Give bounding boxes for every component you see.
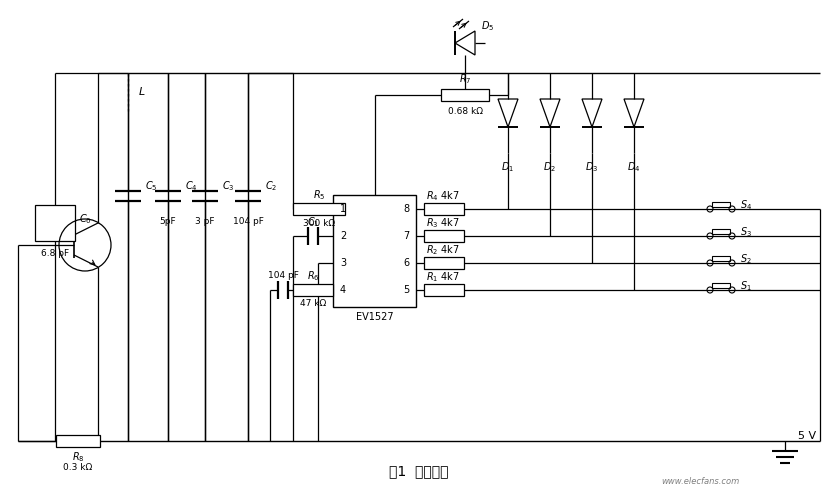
Text: $D_3$: $D_3$ [586,160,598,174]
Text: 104 pF: 104 pF [233,216,263,225]
Text: $C_5$: $C_5$ [145,179,158,193]
Bar [441,89,489,101]
Text: 104 pF: 104 pF [267,272,298,281]
Bar [333,195,416,307]
Text: 7: 7 [403,231,409,241]
Text: www.elecfans.com: www.elecfans.com [661,477,739,486]
Text: $R_3$ 4k7: $R_3$ 4k7 [426,216,460,230]
Text: $C_1$: $C_1$ [307,215,319,229]
Bar [35,205,75,241]
Text: L: L [139,87,145,97]
Text: $D_2$: $D_2$ [544,160,556,174]
Bar [424,203,464,215]
Text: 300 kΩ: 300 kΩ [303,218,335,227]
Bar [712,283,730,288]
Text: EV1527: EV1527 [355,312,393,322]
Bar [293,284,333,296]
Bar [424,230,464,242]
Text: $R_8$: $R_8$ [72,450,85,464]
Text: 图1  发射模块: 图1 发射模块 [389,464,449,478]
Text: 6.8 pF: 6.8 pF [41,248,69,257]
Bar [424,257,464,269]
Text: $S_3$: $S_3$ [740,225,752,239]
Text: $D_5$: $D_5$ [481,19,494,33]
Text: $S_1$: $S_1$ [740,279,752,293]
Text: $C_6$: $C_6$ [79,212,91,226]
Text: 3: 3 [340,258,346,268]
Text: $C_2$: $C_2$ [265,179,277,193]
Text: $S_2$: $S_2$ [740,252,752,266]
Bar [712,202,730,207]
Text: 0.3 kΩ: 0.3 kΩ [64,462,93,471]
Text: $R_4$ 4k7: $R_4$ 4k7 [426,189,460,203]
Text: 1: 1 [340,204,346,214]
Bar [712,229,730,234]
Text: $R_2$ 4k7: $R_2$ 4k7 [426,243,460,257]
Text: 8: 8 [403,204,409,214]
Text: 5pF: 5pF [160,216,176,225]
Text: $R_7$: $R_7$ [458,72,471,86]
Text: $C_4$: $C_4$ [185,179,198,193]
Text: $D_1$: $D_1$ [501,160,515,174]
Text: 6: 6 [403,258,409,268]
Bar [424,284,464,296]
Text: $S_4$: $S_4$ [740,198,753,212]
Text: 4: 4 [340,285,346,295]
Text: $D_4$: $D_4$ [628,160,641,174]
Bar [712,256,730,261]
Text: 2: 2 [340,231,346,241]
Text: $R_5$: $R_5$ [313,188,325,202]
Bar [293,203,345,215]
Text: 47 kΩ: 47 kΩ [300,300,326,309]
Text: 3 pF: 3 pF [195,216,215,225]
Text: $C_3$: $C_3$ [222,179,235,193]
Text: $R_6$: $R_6$ [307,269,319,283]
Text: 0.68 kΩ: 0.68 kΩ [447,106,483,115]
Text: 5 V: 5 V [798,431,816,441]
Text: $R_1$ 4k7: $R_1$ 4k7 [426,270,460,284]
Text: 5: 5 [403,285,409,295]
Bar [56,435,100,447]
